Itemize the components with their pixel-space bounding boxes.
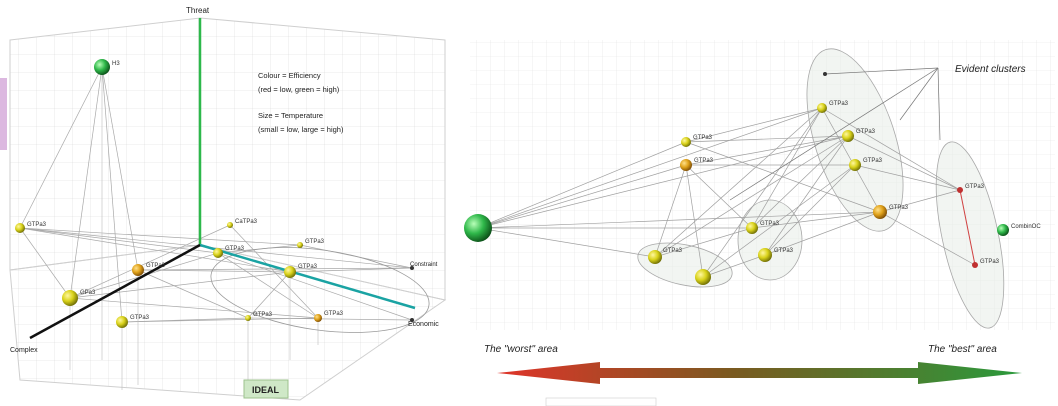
svg-text:GTPa3: GTPa3 <box>863 158 883 164</box>
node-n4 <box>297 242 303 248</box>
svg-text:GTPa3: GTPa3 <box>694 158 714 164</box>
svg-text:Colour = Efficiency: Colour = Efficiency <box>258 71 321 80</box>
node-economic-end <box>410 318 414 322</box>
node-j <box>695 269 711 285</box>
node-top-green <box>94 59 110 75</box>
right-grid-back <box>470 40 1055 330</box>
complex-axis <box>29 243 201 340</box>
svg-text:GTPa3: GTPa3 <box>760 221 780 227</box>
worst-area-label: The "worst" area <box>484 344 558 355</box>
ideal-ellipse <box>210 247 430 333</box>
svg-text:GTPa3: GTPa3 <box>965 184 985 190</box>
svg-text:CaTPa3: CaTPa3 <box>235 219 258 225</box>
node-big-green <box>464 214 492 242</box>
economic-axis-label: Economic <box>408 321 439 328</box>
cluster-callout-lines <box>729 67 941 201</box>
node-h <box>758 248 772 262</box>
left-back-wall <box>9 17 201 271</box>
best-area-label: The "best" area <box>928 344 997 355</box>
node-d <box>842 130 854 142</box>
right-3d-plot: Evident clusters GTPa3 GTPa3 GTPa3 GTPa3… <box>464 40 1055 406</box>
node-constraint <box>410 266 414 270</box>
svg-text:GTPa3: GTPa3 <box>774 248 794 254</box>
svg-text:GTPa3: GTPa3 <box>663 248 683 254</box>
node-n6 <box>132 264 144 276</box>
node-b <box>680 159 692 171</box>
node-red-2 <box>972 262 978 268</box>
legend: Colour = Efficiency (red = low, green = … <box>258 71 344 134</box>
svg-text:GTPa3: GTPa3 <box>324 311 344 317</box>
node-c <box>817 103 827 113</box>
svg-text:(red = low, green = high): (red = low, green = high) <box>258 85 340 94</box>
node-n10 <box>314 314 322 322</box>
node-g <box>746 222 758 234</box>
node-k-green <box>997 224 1009 236</box>
node-i <box>648 250 662 264</box>
bottom-box <box>545 397 657 406</box>
svg-text:GTPa3: GTPa3 <box>889 205 909 211</box>
svg-text:GTPa3: GTPa3 <box>146 263 166 269</box>
node-e <box>849 159 861 171</box>
node-n9 <box>245 315 251 321</box>
economic-axis <box>199 243 416 310</box>
node-n2 <box>227 222 233 228</box>
ideal-badge <box>243 379 289 399</box>
svg-text:(small = low, large = high): (small = low, large = high) <box>258 125 344 134</box>
ideal-label: IDEAL <box>252 385 280 395</box>
left-drop-lines <box>69 67 319 390</box>
threat-axis-label: Threat <box>186 6 210 15</box>
svg-text:GTPa3: GTPa3 <box>225 246 245 252</box>
svg-text:H3: H3 <box>112 61 120 67</box>
complex-axis-label: Complex <box>10 347 38 354</box>
node-callout-dot <box>823 72 827 76</box>
left-3d-plot: Threat Complex Economic Constraint Colou… <box>0 6 447 401</box>
node-red-1 <box>957 187 963 193</box>
constraint-label: Constraint <box>410 262 438 268</box>
side-tab <box>0 78 7 150</box>
svg-text:Size = Temperature: Size = Temperature <box>258 111 323 120</box>
worst-to-best-arrow <box>497 362 1022 384</box>
node-n3 <box>213 248 223 258</box>
red-cluster-link <box>959 189 976 266</box>
right-edges <box>477 107 976 278</box>
node-f <box>873 205 887 219</box>
node-a <box>681 137 691 147</box>
node-n1 <box>15 223 25 233</box>
svg-text:GTPa3: GTPa3 <box>693 135 713 141</box>
svg-text:GTPa3: GTPa3 <box>856 129 876 135</box>
evident-clusters-label: Evident clusters <box>955 64 1026 75</box>
node-n5 <box>62 290 78 306</box>
svg-text:GPa3: GPa3 <box>80 290 96 296</box>
svg-text:CombinOC: CombinOC <box>1011 224 1041 230</box>
svg-text:GTPa3: GTPa3 <box>298 264 318 270</box>
node-n8 <box>284 266 296 278</box>
svg-text:GTPa3: GTPa3 <box>27 222 47 228</box>
svg-text:GTPa3: GTPa3 <box>305 239 325 245</box>
svg-text:GTPa3: GTPa3 <box>253 312 273 318</box>
node-n7 <box>116 316 128 328</box>
svg-text:GTPa3: GTPa3 <box>829 101 849 107</box>
svg-text:GTPa3: GTPa3 <box>980 259 1000 265</box>
svg-text:GTPa3: GTPa3 <box>130 315 150 321</box>
